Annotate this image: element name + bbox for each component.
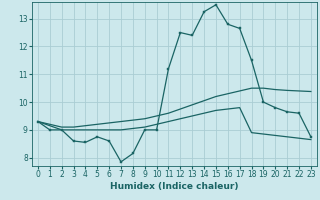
X-axis label: Humidex (Indice chaleur): Humidex (Indice chaleur) (110, 182, 239, 191)
